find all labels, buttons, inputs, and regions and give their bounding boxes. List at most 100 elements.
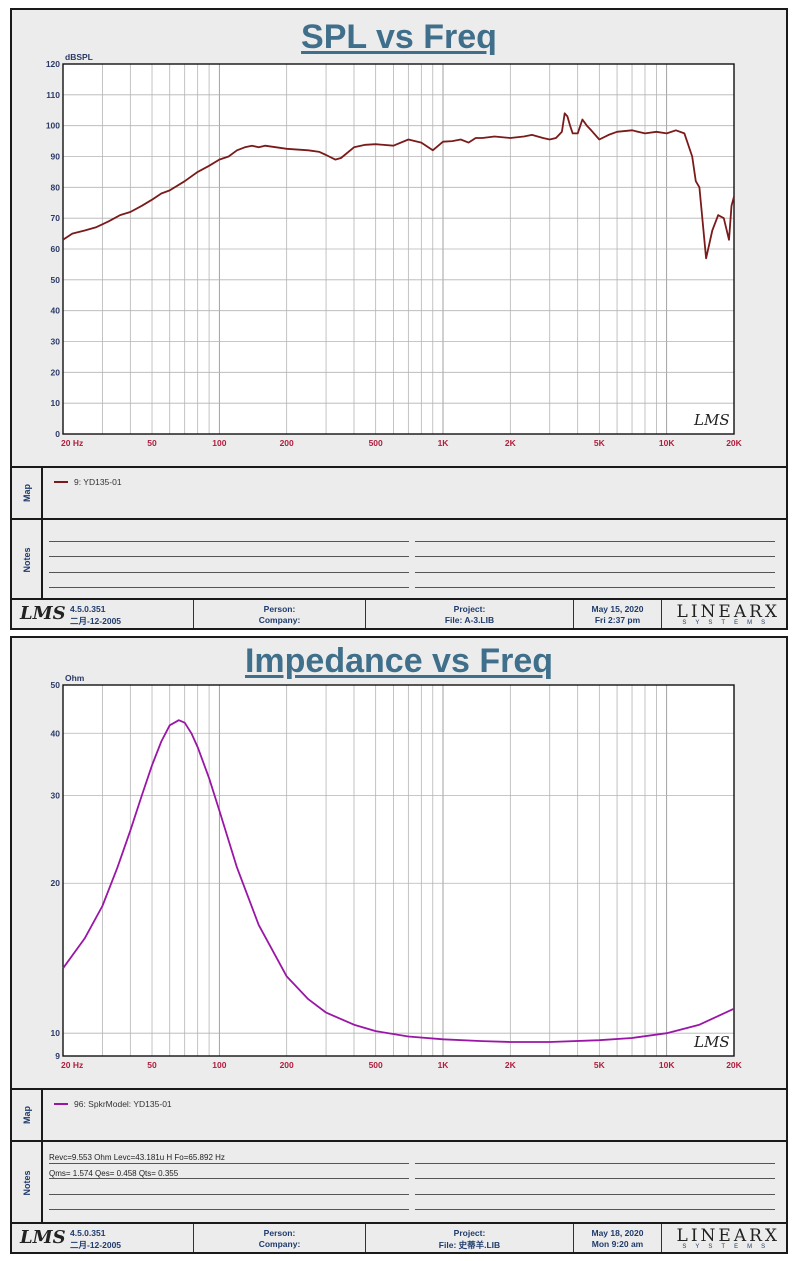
linearx-logo: LINEARX SYSTEMS bbox=[676, 602, 780, 626]
footer-date-cell: May 18, 2020 Mon 9:20 am bbox=[574, 1224, 662, 1252]
y-tick-label: 50 bbox=[51, 275, 61, 285]
y-tick-label: 20 bbox=[51, 878, 61, 888]
x-tick-label: 20 Hz bbox=[61, 438, 83, 448]
note-line bbox=[49, 1179, 409, 1195]
footer: LMS 4.5.0.351 二月-12-2005 Person: Company… bbox=[12, 1222, 786, 1252]
map-strip: Map 9: YD135-01 bbox=[12, 466, 786, 518]
legend-swatch bbox=[54, 481, 68, 483]
footer-version-cell: LMS 4.5.0.351 二月-12-2005 bbox=[12, 1224, 194, 1252]
x-tick-label: 50 bbox=[147, 1060, 157, 1070]
x-tick-label: 20 Hz bbox=[61, 1060, 83, 1070]
version: 4.5.0.351 bbox=[70, 604, 106, 614]
person: Person: bbox=[263, 604, 296, 614]
y-tick-label: 80 bbox=[51, 182, 61, 192]
project: Project: bbox=[453, 604, 486, 614]
date: May 15, 2020 bbox=[591, 604, 644, 614]
company: Company: bbox=[258, 1239, 301, 1249]
note-line bbox=[415, 1195, 775, 1210]
spl-panel: SPL vs Freq 0 10 20 30 40 50 60 70 80 90 100 110 120… bbox=[10, 8, 788, 630]
note-line bbox=[49, 1195, 409, 1210]
map-strip: Map 96: SpkrModel: YD135-01 bbox=[12, 1088, 786, 1140]
notes-right bbox=[415, 1148, 775, 1210]
y-tick-label: 120 bbox=[46, 59, 60, 69]
y-tick-label: 50 bbox=[51, 680, 61, 690]
y-tick-label: 10 bbox=[51, 1028, 61, 1038]
spl-chart: 0 10 20 30 40 50 60 70 80 90 100 110 120 20 Hz 50 100 20… bbox=[46, 52, 743, 448]
version: 4.5.0.351 bbox=[70, 1228, 106, 1238]
note-line bbox=[49, 542, 409, 557]
date: May 18, 2020 bbox=[591, 1228, 644, 1238]
y-tick-label: 0 bbox=[55, 429, 60, 439]
legend-swatch bbox=[54, 1103, 68, 1105]
notes-area: Revc=9.553 Ohm Levc=43.181u H Fo=65.892 … bbox=[43, 1142, 786, 1224]
person: Person: bbox=[263, 1228, 296, 1238]
series-line bbox=[62, 112, 735, 260]
y-tick-label: 30 bbox=[51, 337, 61, 347]
footer-person-cell: Person: Company: bbox=[194, 600, 366, 628]
x-tick-label: 20K bbox=[726, 1060, 742, 1070]
note-line bbox=[49, 557, 409, 573]
x-tick-label: 20K bbox=[726, 438, 742, 448]
footer-project-cell: Project: File: A-3.LIB bbox=[366, 600, 574, 628]
lms-watermark: LMS bbox=[693, 1033, 730, 1051]
x-tick-label: 2K bbox=[505, 1060, 517, 1070]
note-line bbox=[415, 1164, 775, 1179]
map-tab: Map bbox=[12, 1090, 43, 1140]
plot-frame bbox=[62, 684, 735, 1057]
x-tick-label: 200 bbox=[280, 1060, 294, 1070]
footer-version-cell: LMS 4.5.0.351 二月-12-2005 bbox=[12, 600, 194, 628]
note-line bbox=[415, 573, 775, 588]
footer-person-cell: Person: Company: bbox=[194, 1224, 366, 1252]
chart-title: Impedance vs Freq bbox=[244, 642, 553, 680]
y-tick-label: 30 bbox=[51, 791, 61, 801]
file-name: File: 史蒂羊.LIB bbox=[438, 1240, 501, 1250]
time: Fri 2:37 pm bbox=[594, 615, 641, 625]
notes-tab: Notes bbox=[12, 520, 43, 600]
note-line bbox=[415, 526, 775, 542]
map-tab: Map bbox=[12, 468, 43, 518]
project: Project: bbox=[453, 1228, 486, 1238]
footer: LMS 4.5.0.351 二月-12-2005 Person: Company… bbox=[12, 598, 786, 628]
x-tick-label: 5K bbox=[594, 1060, 606, 1070]
chart-title: SPL vs Freq bbox=[301, 18, 497, 56]
x-tick-label: 200 bbox=[280, 438, 294, 448]
note-line bbox=[49, 526, 409, 542]
notes-left bbox=[49, 526, 409, 588]
y-tick-label: 100 bbox=[46, 121, 60, 131]
series-line bbox=[62, 719, 735, 1043]
notes-area bbox=[43, 520, 786, 600]
lms-logo: LMS bbox=[20, 1227, 66, 1248]
x-tick-label: 500 bbox=[369, 1060, 383, 1070]
x-tick-label: 2K bbox=[505, 438, 517, 448]
note-line bbox=[49, 573, 409, 588]
y-tick-label: 90 bbox=[51, 152, 61, 162]
x-tick-label: 100 bbox=[212, 1060, 226, 1070]
company: Company: bbox=[258, 615, 301, 625]
y-tick-label: 110 bbox=[46, 90, 60, 100]
x-tick-label: 10K bbox=[659, 438, 675, 448]
lms-watermark: LMS bbox=[693, 411, 730, 429]
notes-strip: Notes Revc=9.553 Ohm Levc=43.181u H Fo=6… bbox=[12, 1140, 786, 1224]
notes-strip: Notes bbox=[12, 518, 786, 600]
x-tick-label: 1K bbox=[438, 438, 450, 448]
footer-project-cell: Project: File: 史蒂羊.LIB bbox=[366, 1224, 574, 1252]
y-tick-label: 70 bbox=[51, 213, 61, 223]
y-axis-label: dBSPL bbox=[65, 52, 93, 62]
file-name: File: A-3.LIB bbox=[444, 615, 495, 625]
notes-tab: Notes bbox=[12, 1142, 43, 1224]
plot-area bbox=[63, 685, 734, 1056]
x-tick-label: 5K bbox=[594, 438, 606, 448]
note-line bbox=[415, 1148, 775, 1164]
y-tick-label: 20 bbox=[51, 367, 61, 377]
y-tick-label: 60 bbox=[51, 244, 61, 254]
x-tick-label: 100 bbox=[212, 438, 226, 448]
x-tick-label: 500 bbox=[369, 438, 383, 448]
x-tick-label: 50 bbox=[147, 438, 157, 448]
x-tick-label: 1K bbox=[438, 1060, 450, 1070]
note-line bbox=[415, 542, 775, 557]
plot-frame bbox=[62, 63, 735, 435]
y-tick-label: 9 bbox=[55, 1051, 60, 1061]
legend-entry: 9: YD135-01 bbox=[54, 477, 122, 487]
notes-left: Revc=9.553 Ohm Levc=43.181u H Fo=65.892 … bbox=[49, 1148, 409, 1210]
legend-entry: 96: SpkrModel: YD135-01 bbox=[54, 1099, 172, 1109]
